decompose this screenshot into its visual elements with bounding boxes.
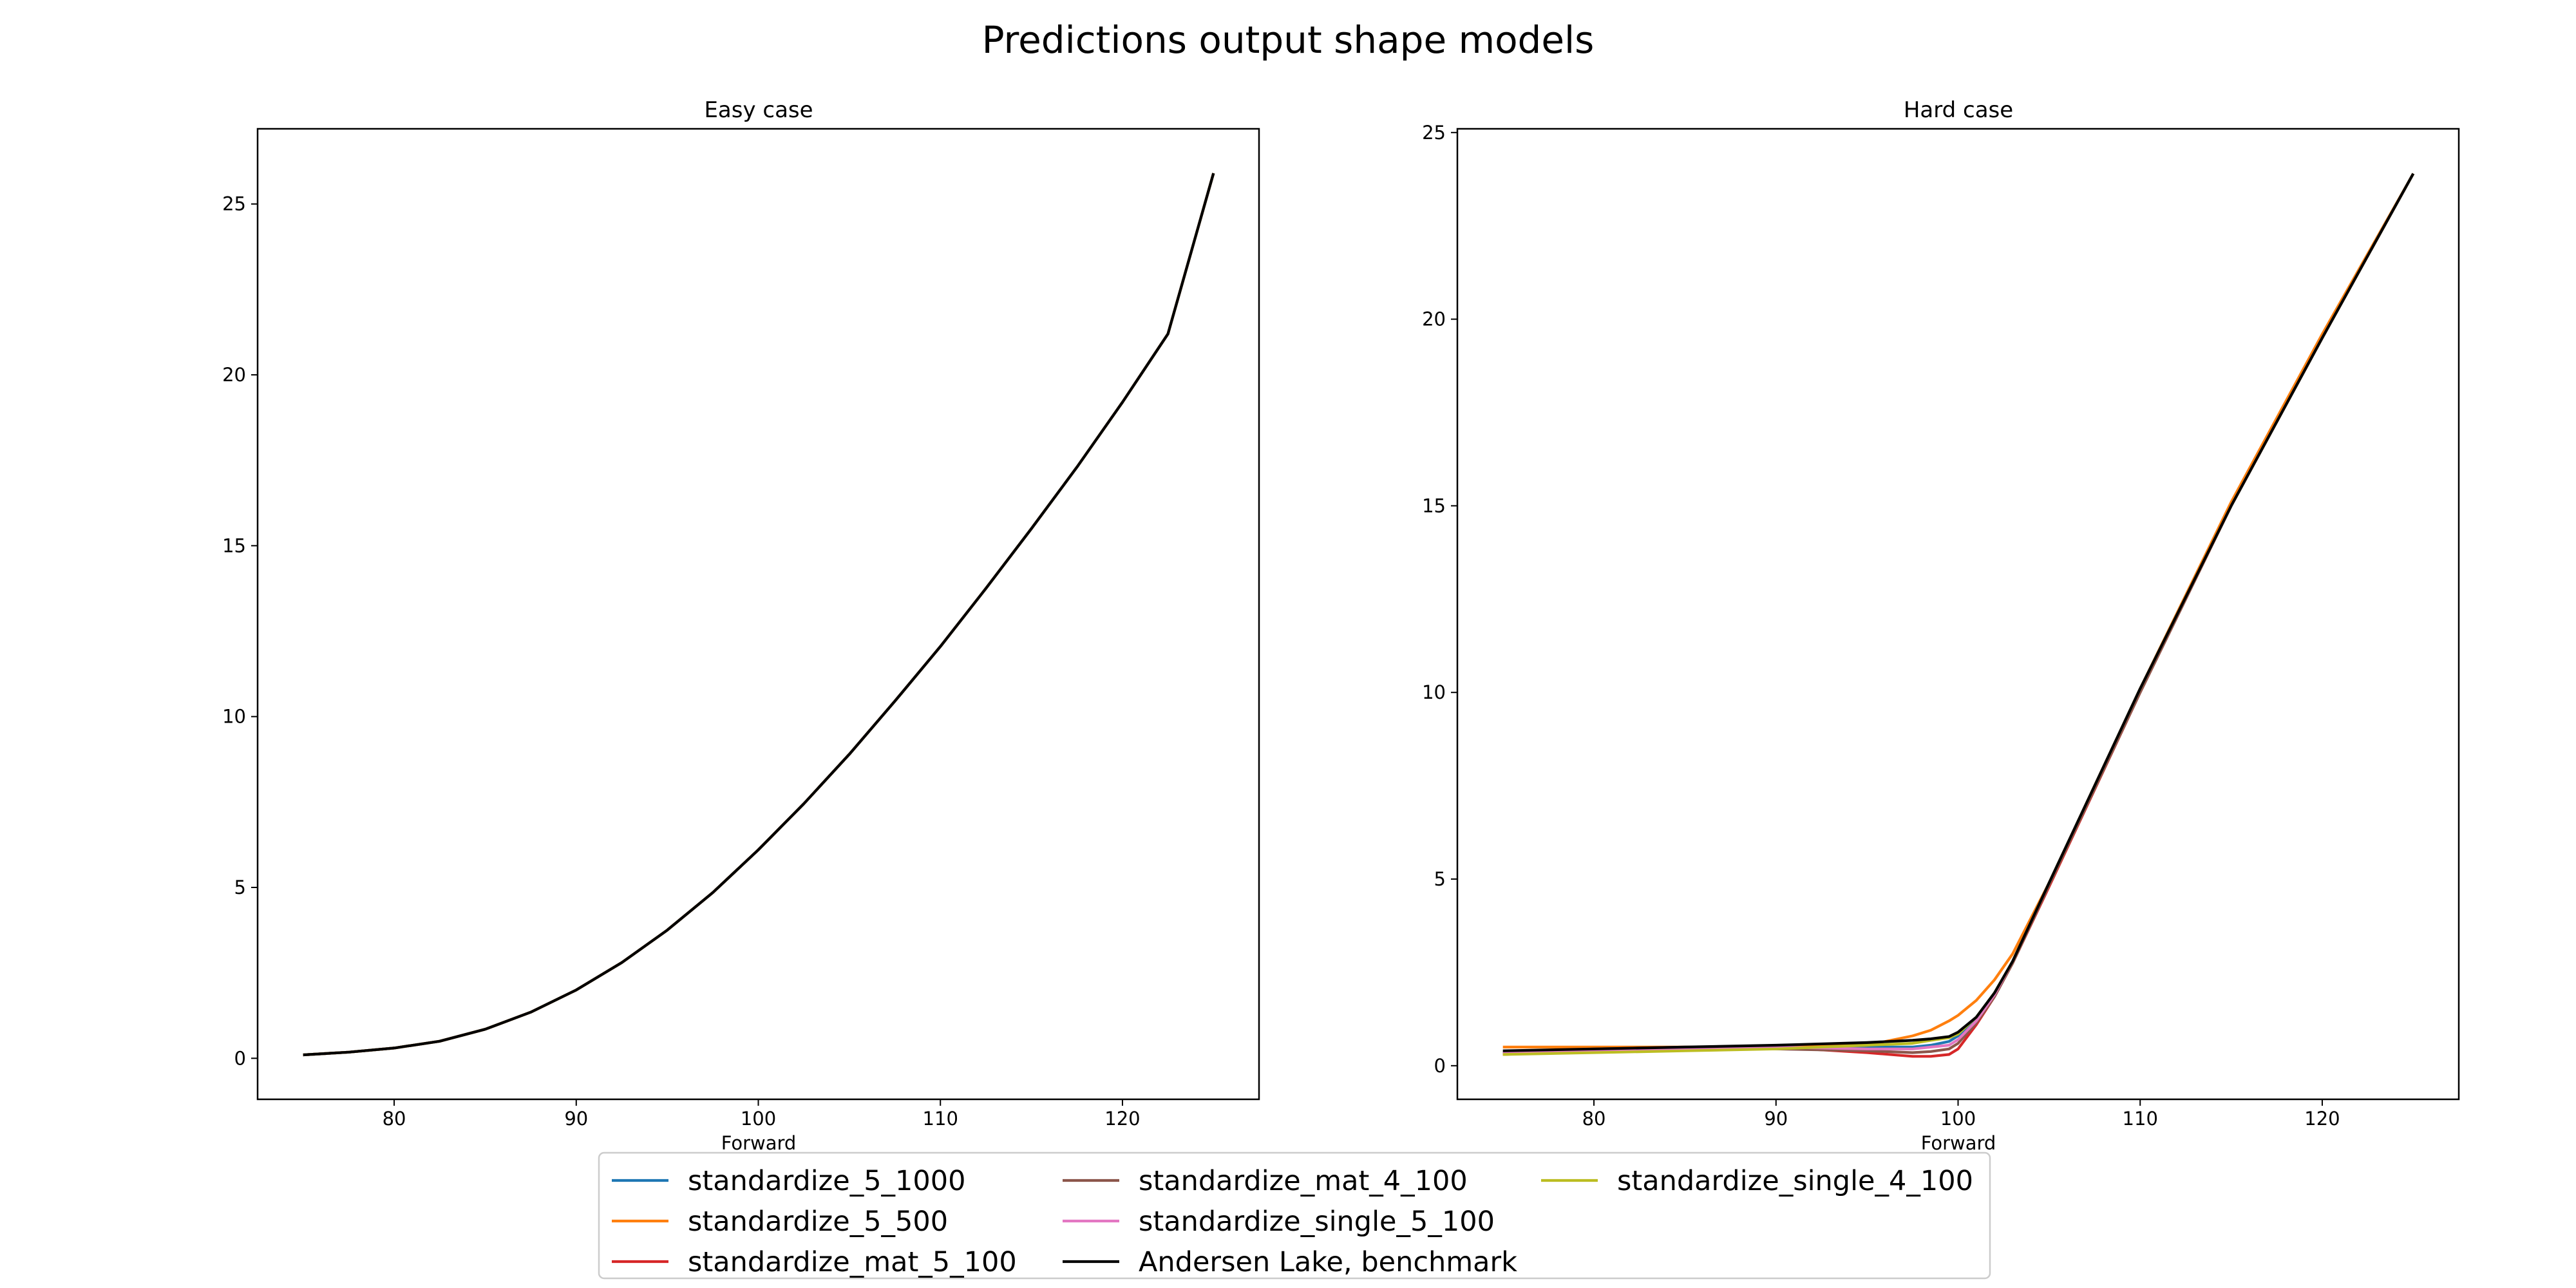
easy-case-plot-area: 80 90 100 110 120 0 5 10 15 20 25 [222, 173, 1215, 1130]
easy-case-line-standardize-5-1000 [303, 173, 1215, 1057]
easy-case-xtick-label: 90 [564, 1108, 588, 1130]
hard-case-frame [1456, 128, 2460, 1101]
easy-case-xlabel: Forward [721, 1132, 797, 1154]
easy-case-frame [256, 128, 1260, 1101]
hard-case-xtick-label: 90 [1764, 1108, 1788, 1130]
legend-box [598, 1151, 1991, 1280]
hard-case-axes: Hard case 80 90 100 110 120 0 5 10 15 20 25 Forwar… [1422, 97, 2460, 1154]
easy-case-ytick-label: 25 [222, 193, 246, 215]
easy-case-ytick-label: 20 [222, 364, 246, 386]
easy-case-ytick-label: 5 [234, 876, 246, 898]
hard-case-xtick-label: 80 [1582, 1108, 1606, 1130]
easy-case-ytick-label: 0 [234, 1047, 246, 1069]
hard-case-ytick-label: 10 [1422, 681, 1446, 703]
hard-case-xlabel: Forward [1921, 1132, 1996, 1154]
easy-case-line-standardize-5-500 [303, 173, 1215, 1057]
easy-case-title: Easy case [704, 97, 813, 123]
hard-case-line-standardize-5-1000 [1502, 173, 2415, 1054]
legend-label-standardize-mat-5-100: standardize_mat_5_100 [688, 1246, 1017, 1278]
easy-case-ytick-label: 15 [222, 535, 246, 556]
easy-case-line-andersen-lake-benchmark [303, 173, 1215, 1057]
easy-case-line-standardize-single-5-100 [303, 173, 1215, 1057]
hard-case-line-standardize-5-500 [1502, 173, 2415, 1049]
hard-case-line-standardize-mat-5-100 [1502, 173, 2415, 1058]
hard-case-ytick-label: 25 [1422, 122, 1446, 144]
easy-case-ytick-label: 10 [222, 706, 246, 728]
hard-case-ytick-label: 15 [1422, 495, 1446, 516]
hard-case-ytick-label: 5 [1434, 868, 1446, 890]
legend-items: standardize_5_1000standardize_5_500stand… [612, 1165, 1973, 1278]
hard-case-ytick-label: 20 [1422, 308, 1446, 330]
easy-case-xtick-label: 80 [383, 1108, 406, 1130]
figure-title: Predictions output shape models [982, 18, 1595, 62]
legend-label-standardize-mat-4-100: standardize_mat_4_100 [1139, 1165, 1468, 1197]
legend-label-standardize-5-500: standardize_5_500 [688, 1206, 948, 1238]
easy-case-axes: Easy case 80 90 100 110 120 0 5 10 15 20 25 Forwar… [222, 97, 1260, 1154]
hard-case-line-standardize-single-4-100 [1502, 173, 2415, 1056]
hard-case-xtick-label: 110 [2123, 1108, 2158, 1130]
hard-case-plot-area: 80 90 100 110 120 0 5 10 15 20 25 [1422, 122, 2415, 1130]
hard-case-xtick-label: 120 [2304, 1108, 2340, 1130]
legend-label-standardize-5-1000: standardize_5_1000 [688, 1165, 966, 1197]
hard-case-title: Hard case [1904, 97, 2013, 123]
hard-case-ytick-label: 0 [1434, 1055, 1446, 1077]
easy-case-xtick-label: 120 [1104, 1108, 1140, 1130]
easy-case-line-standardize-mat-5-100 [303, 173, 1215, 1057]
hard-case-xtick-label: 100 [1940, 1108, 1976, 1130]
hard-case-line-standardize-single-5-100 [1502, 173, 2415, 1054]
legend-label-standardize-single-5-100: standardize_single_5_100 [1139, 1206, 1495, 1238]
easy-case-line-standardize-single-4-100 [303, 173, 1215, 1057]
legend-label-andersen-lake-benchmark: Andersen Lake, benchmark [1139, 1246, 1517, 1278]
hard-case-line-standardize-mat-4-100 [1502, 173, 2415, 1054]
legend-label-standardize-single-4-100: standardize_single_4_100 [1617, 1165, 1973, 1197]
hard-case-line-andersen-lake-benchmark [1502, 173, 2415, 1052]
easy-case-xtick-label: 100 [741, 1108, 776, 1130]
easy-case-line-standardize-mat-4-100 [303, 173, 1215, 1057]
legend: standardize_5_1000standardize_5_500stand… [598, 1151, 1991, 1280]
easy-case-xtick-label: 110 [923, 1108, 958, 1130]
